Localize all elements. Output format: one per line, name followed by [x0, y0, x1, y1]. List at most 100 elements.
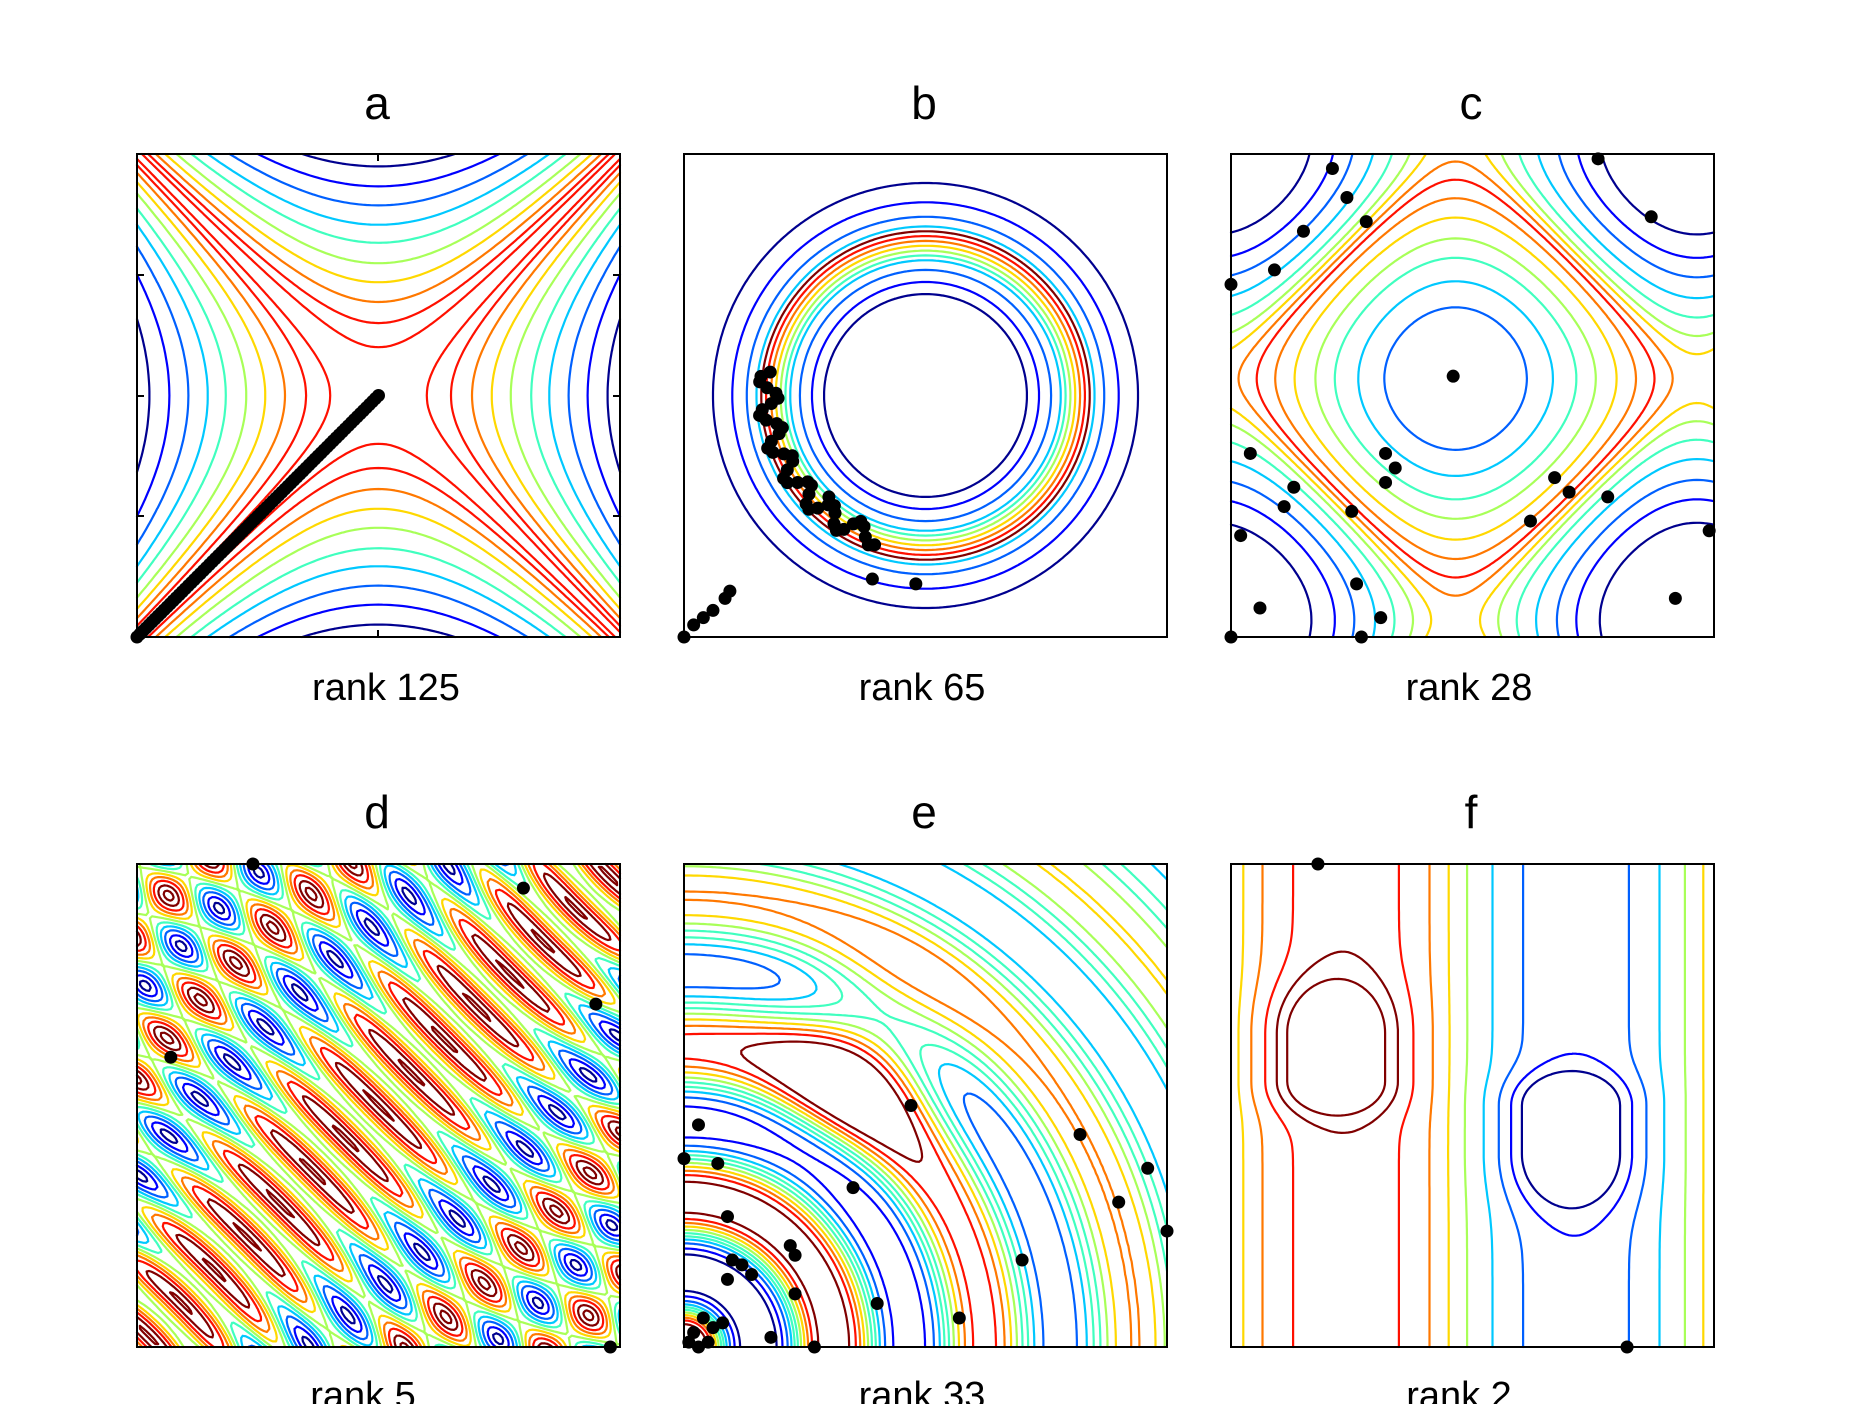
- sample-point: [1325, 161, 1339, 175]
- contour-line: [682, 1040, 924, 1349]
- sample-point: [1287, 480, 1301, 494]
- contour-line: [228, 152, 529, 639]
- sample-point: [788, 1287, 802, 1301]
- sample-point: [682, 1335, 696, 1349]
- contour-line: [1229, 152, 1716, 639]
- sample-point: [164, 1050, 178, 1064]
- contour-line: [1520, 1069, 1622, 1210]
- contour-line: [755, 225, 1096, 566]
- contour-line: [164, 152, 593, 639]
- sample-point: [687, 618, 701, 632]
- plot-frame: [1230, 153, 1715, 638]
- contour-line: [810, 280, 1041, 511]
- panel-letter: d: [364, 786, 390, 838]
- panel-letter: e: [911, 786, 937, 838]
- sample-point: [1345, 504, 1359, 518]
- contour-line: [1357, 280, 1554, 477]
- contour-line: [1510, 1052, 1634, 1237]
- sample-point: [735, 1258, 749, 1272]
- panel-caption: rank 33: [859, 1375, 986, 1404]
- sample-point: [759, 413, 773, 427]
- contour-line: [1274, 197, 1638, 561]
- sample-point: [788, 1248, 802, 1262]
- contour-line: [1482, 862, 1666, 1349]
- sample-point: [828, 506, 842, 520]
- panel-f: f rank 2: [1230, 786, 1715, 1404]
- contour-plot: [1237, 857, 1705, 1354]
- sample-point: [783, 1239, 797, 1253]
- sample-point: [1340, 190, 1354, 204]
- contour-line: [774, 244, 1077, 547]
- contour-line: [1264, 862, 1415, 1349]
- contour-line: [1275, 950, 1399, 1134]
- sample-point: [1601, 490, 1615, 504]
- sample-point: [1073, 1127, 1087, 1141]
- sample-point: [1350, 577, 1364, 591]
- panel-letter: f: [1465, 786, 1478, 838]
- contour-plot: [677, 181, 1140, 644]
- contour-line: [711, 181, 1140, 610]
- sample-point: [1379, 475, 1393, 489]
- sample-point: [904, 1099, 918, 1112]
- contour-line: [1333, 256, 1578, 501]
- sample-point: [1277, 500, 1291, 514]
- sample-point: [1374, 611, 1388, 625]
- contour-line: [798, 268, 1053, 523]
- sample-point: [706, 603, 720, 617]
- contour-line: [1250, 862, 1434, 1349]
- sample-point: [952, 1311, 966, 1325]
- sample-point: [766, 445, 780, 459]
- sample-point: [764, 1330, 778, 1344]
- contour-line: [135, 245, 622, 546]
- contour-line: [823, 293, 1028, 498]
- sample-point: [1379, 446, 1393, 460]
- panel-a: a rank 125: [130, 77, 622, 709]
- contour-plot: [135, 857, 622, 1354]
- contour-line: [731, 201, 1120, 590]
- sample-point: [1446, 369, 1460, 383]
- sample-point: [720, 1272, 734, 1286]
- panel-letter: c: [1460, 77, 1483, 129]
- sample-point: [846, 1181, 860, 1195]
- panel-caption: rank 28: [1406, 667, 1533, 709]
- sample-point: [516, 881, 530, 895]
- panel-c: c rank 28: [1224, 77, 1716, 709]
- contour-line: [682, 953, 1078, 1349]
- sample-point: [1296, 224, 1310, 238]
- contour-line: [1229, 152, 1716, 639]
- contour-line: [135, 862, 622, 1349]
- sample-point: [745, 1268, 759, 1282]
- sample-point: [811, 501, 825, 515]
- sample-point: [865, 572, 879, 586]
- sample-point: [802, 487, 816, 501]
- sample-point: [791, 476, 805, 490]
- contour-line: [135, 862, 622, 1349]
- sample-point: [1141, 1161, 1155, 1175]
- sample-point: [1644, 210, 1658, 224]
- contour-line: [135, 862, 622, 1349]
- contour-line: [135, 181, 622, 610]
- plot-frame: [1230, 863, 1715, 1348]
- contour-line: [745, 215, 1106, 576]
- panel-e: e rank 33: [677, 786, 1174, 1404]
- contour-line: [1237, 862, 1705, 1349]
- plot-frame: [136, 863, 621, 1348]
- contour-line: [1229, 152, 1716, 639]
- contour-line: [1383, 306, 1528, 451]
- contour-line: [1229, 152, 1716, 639]
- sample-point: [870, 1297, 884, 1311]
- panel-b: b rank 65: [677, 77, 1168, 709]
- sample-point: [706, 1321, 720, 1335]
- sample-point: [1548, 471, 1562, 485]
- sample-point: [725, 1253, 739, 1267]
- sample-point: [1267, 263, 1281, 277]
- contour-line: [1229, 152, 1716, 639]
- sample-point: [1562, 485, 1576, 499]
- contour-line: [682, 1032, 998, 1349]
- axis-ticks: [137, 154, 620, 637]
- panel-caption: rank 2: [1406, 1375, 1512, 1404]
- contour-line: [682, 1105, 927, 1349]
- sample-point: [720, 1210, 734, 1224]
- sample-point: [589, 997, 603, 1011]
